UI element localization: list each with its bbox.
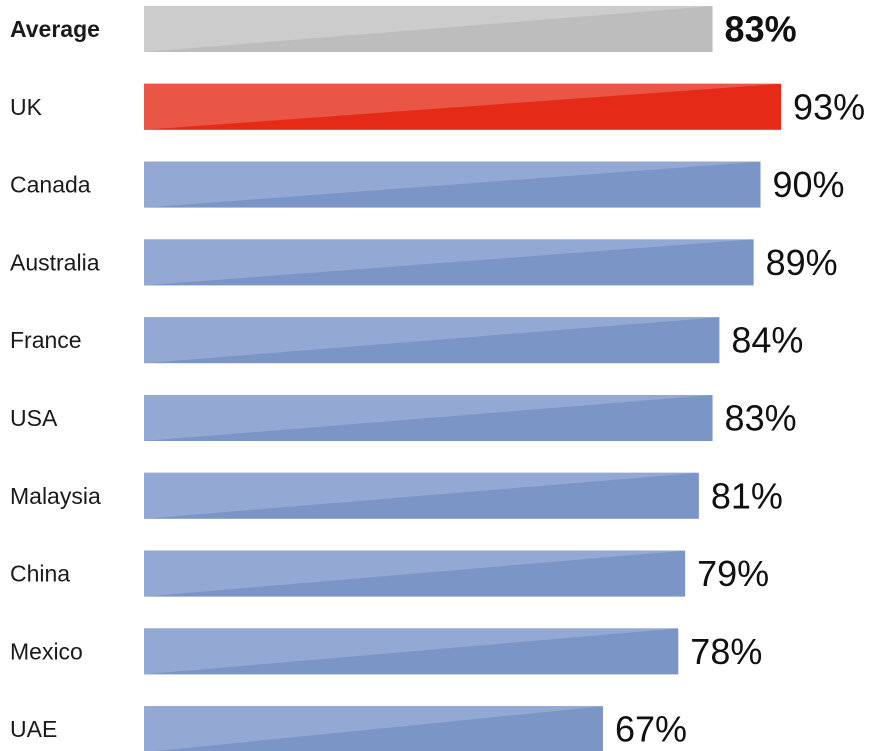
bar-sheen-malaysia (144, 472, 699, 519)
category-label-canada: Canada (10, 172, 91, 198)
value-label-average: 83% (725, 9, 797, 50)
category-label-average: Average (10, 16, 100, 42)
value-label-china: 79% (697, 553, 769, 594)
bar-row-france: France 84% (10, 317, 803, 364)
bar-row-uae: UAE 67% (10, 706, 687, 751)
bar-sheen-usa (144, 395, 713, 441)
bar-row-canada: Canada 90% (10, 161, 845, 208)
category-label-france: France (10, 327, 82, 353)
category-label-uk: UK (10, 94, 43, 120)
category-label-mexico: Mexico (10, 638, 83, 664)
bar-row-usa: USA 83% (10, 395, 797, 441)
bar-row-mexico: Mexico 78% (10, 628, 762, 675)
value-label-uk: 93% (793, 86, 865, 127)
value-label-malaysia: 81% (711, 475, 783, 516)
bar-row-malaysia: Malaysia 81% (10, 472, 783, 519)
bar-sheen-mexico (144, 628, 679, 675)
value-label-canada: 90% (773, 164, 845, 205)
value-label-france: 84% (731, 320, 803, 361)
bar-sheen-uae (144, 706, 603, 751)
bar-sheen-france (144, 317, 720, 364)
bar-sheen-canada (144, 161, 761, 208)
category-label-usa: USA (10, 405, 58, 431)
category-label-china: China (10, 561, 70, 587)
category-label-malaysia: Malaysia (10, 483, 101, 509)
category-label-australia: Australia (10, 249, 100, 275)
value-label-mexico: 78% (690, 631, 762, 672)
value-label-usa: 83% (725, 398, 797, 439)
bar-row-average: Average 83% (10, 6, 797, 52)
bar-sheen-china (144, 550, 686, 597)
value-label-uae: 67% (615, 709, 687, 750)
bar-sheen-average (144, 6, 713, 52)
bar-sheen-uk (144, 83, 782, 130)
category-label-uae: UAE (10, 716, 57, 742)
bar-row-uk: UK 93% (10, 83, 865, 130)
bar-row-china: China 79% (10, 550, 769, 597)
bar-row-australia: Australia 89% (10, 239, 838, 286)
value-label-australia: 89% (766, 242, 838, 283)
bar-sheen-australia (144, 239, 754, 286)
chart-rows: Average 83% UK 93% Canada 90% Australia 89% Fran… (10, 6, 865, 751)
